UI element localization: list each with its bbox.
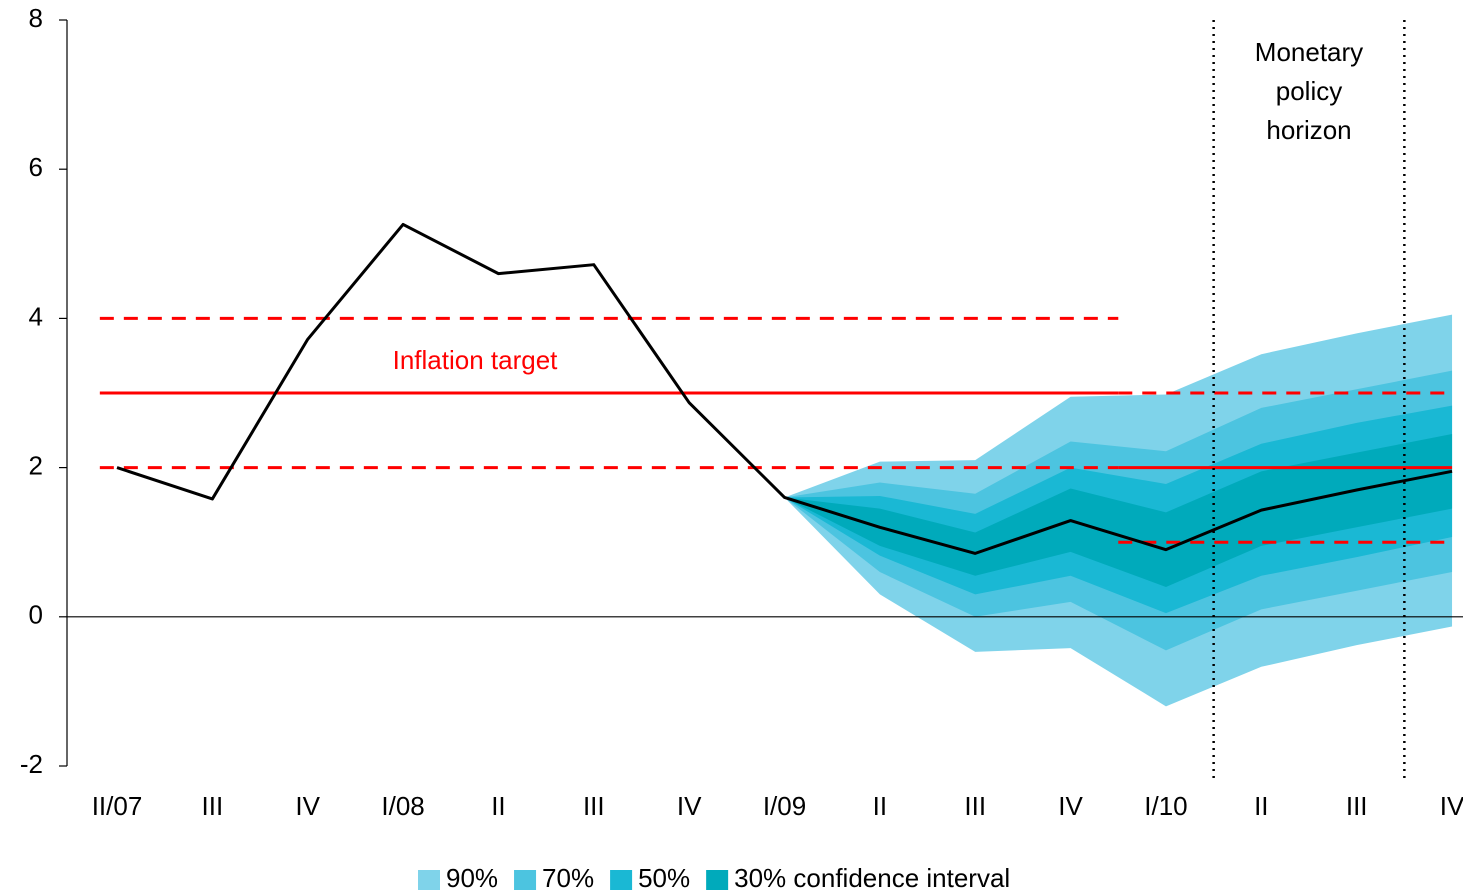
- x-tick-label: I/08: [381, 791, 424, 821]
- legend-swatch: [514, 870, 537, 890]
- x-tick-label: II/07: [92, 791, 143, 821]
- y-tick-label: 8: [29, 3, 43, 33]
- x-tick-label: III: [583, 791, 605, 821]
- horizon-label: policy: [1276, 76, 1342, 106]
- x-tick-label: II: [873, 791, 887, 821]
- x-tick-label: III: [964, 791, 986, 821]
- legend-label: 90%: [446, 863, 498, 893]
- inflation-line: [116, 222, 1453, 555]
- legend-swatch: [418, 870, 440, 890]
- legend-label: 50%: [638, 863, 690, 893]
- x-tick-label: IV: [1058, 791, 1083, 821]
- y-tick-label: 0: [29, 600, 43, 630]
- x-tick-label: III: [202, 791, 224, 821]
- x-tick-label: IV: [677, 791, 702, 821]
- x-tick-label: II: [1254, 791, 1268, 821]
- horizon-label: Monetary: [1255, 37, 1363, 67]
- x-tick-label: IV: [1440, 791, 1463, 821]
- x-tick-label: II: [491, 791, 505, 821]
- legend-swatch: [610, 870, 633, 890]
- legend-swatch: [706, 870, 729, 890]
- y-tick-label: 4: [29, 301, 43, 331]
- y-tick-label: -2: [20, 749, 43, 779]
- legend-label: 70%: [542, 863, 594, 893]
- y-tick-label: 2: [29, 450, 43, 480]
- horizon-label: horizon: [1266, 115, 1351, 145]
- fan-band: [784, 434, 1453, 587]
- y-tick-label: 6: [29, 152, 43, 182]
- x-tick-label: IV: [295, 791, 320, 821]
- x-tick-label: III: [1346, 791, 1368, 821]
- target-label: Inflation target: [393, 345, 559, 375]
- legend-label: 30% confidence interval: [734, 863, 1010, 893]
- x-tick-label: I/09: [763, 791, 806, 821]
- x-tick-label: I/10: [1144, 791, 1187, 821]
